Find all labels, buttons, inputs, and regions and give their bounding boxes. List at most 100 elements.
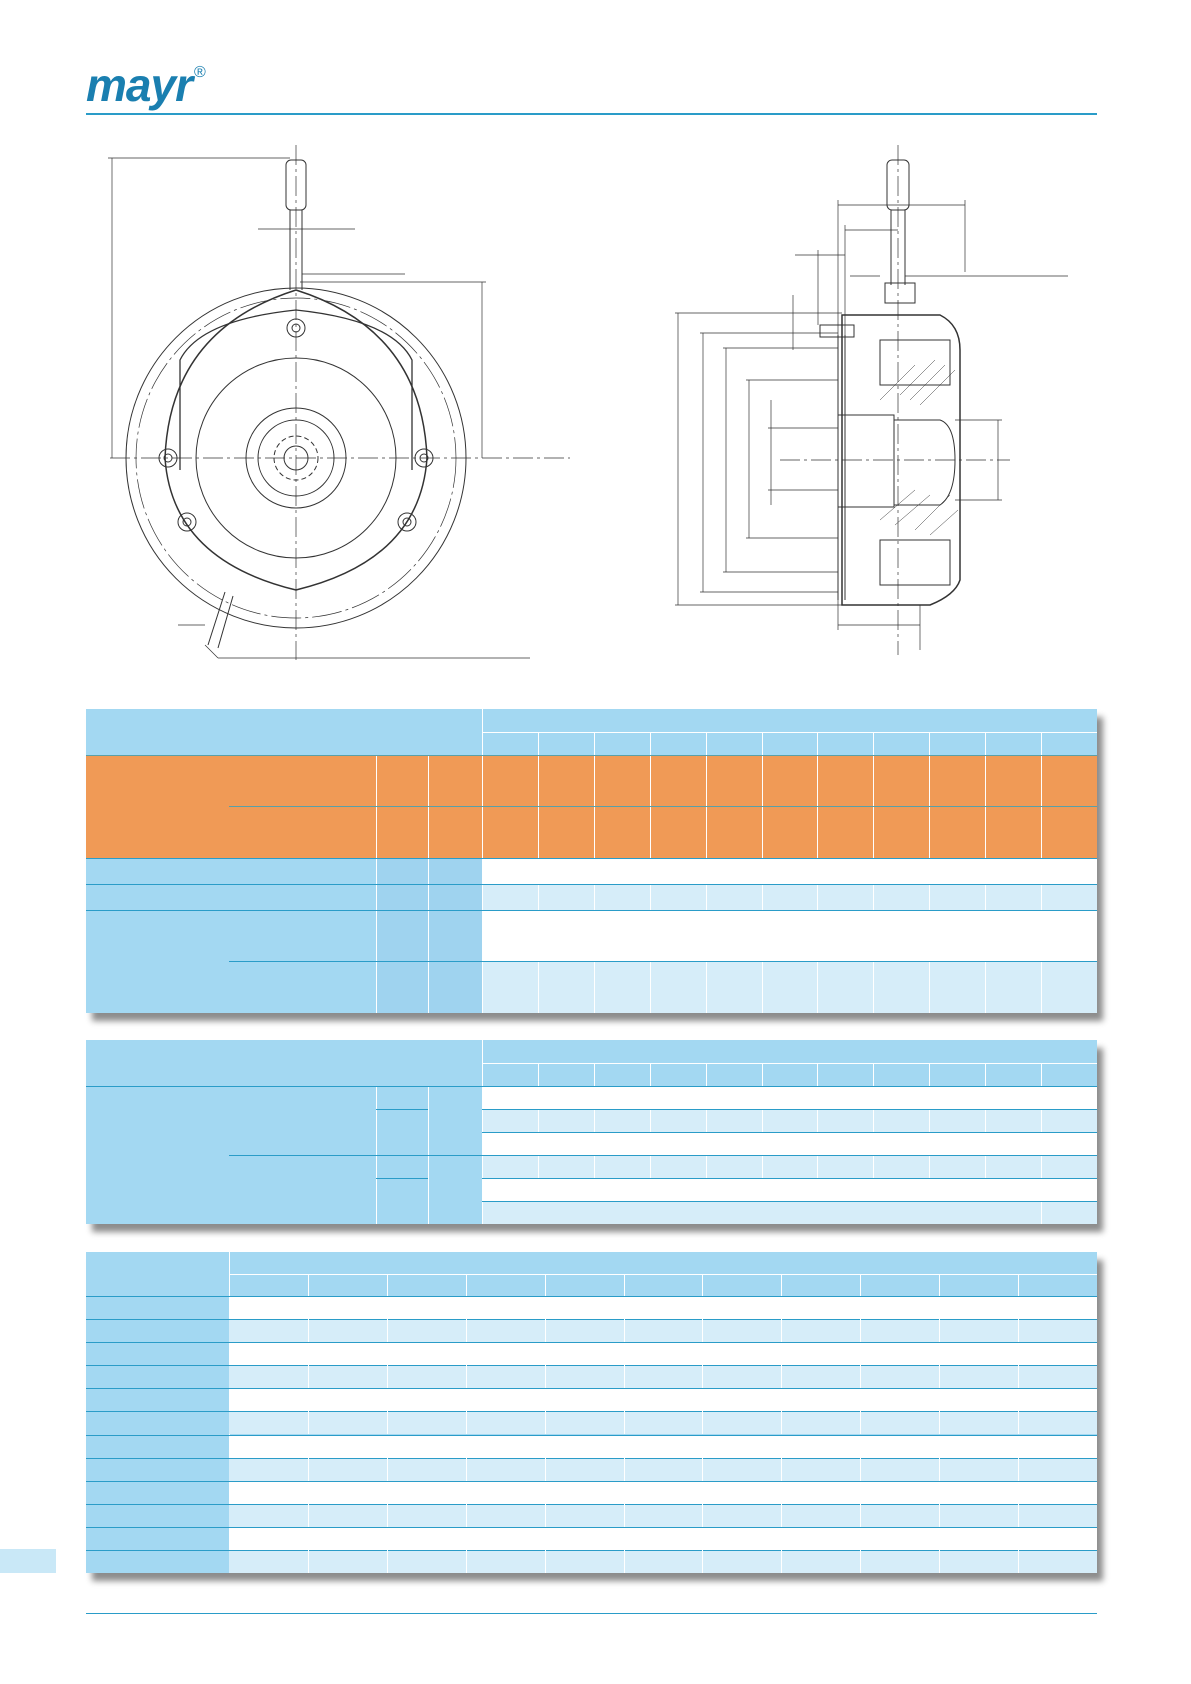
data-row [482,858,1097,884]
column-divider [1018,1319,1020,1343]
column-divider [761,884,763,910]
table-rule [86,1480,1097,1482]
column-divider [593,1155,595,1178]
table-rule [86,884,1097,885]
column-divider [939,1411,941,1435]
column-divider [593,884,595,910]
column-divider [623,1411,625,1435]
column-divider [1041,1155,1043,1178]
data-row [229,1342,1097,1366]
column-divider [537,1155,539,1178]
section-view-outline [819,159,961,606]
column-divider [761,1155,763,1178]
column-divider [1041,1201,1043,1224]
column-divider [386,1319,388,1343]
column-divider [544,1503,546,1527]
column-divider [929,1155,931,1178]
table-rule [86,1365,1097,1367]
column-divider [985,1109,987,1132]
column-divider [229,1274,1097,1275]
column-divider [761,732,763,858]
data-row [229,1411,1097,1435]
column-divider [537,961,539,1013]
page-side-tab [0,1549,56,1573]
column-divider [386,1411,388,1435]
column-divider [537,884,539,910]
table-rule [86,1086,1097,1087]
column-divider [817,961,819,1013]
column-divider [705,884,707,910]
table-rule [86,1549,1097,1551]
column-divider [386,1365,388,1389]
column-divider [761,961,763,1013]
column-divider [929,1109,931,1132]
front-view-dimension-lines [108,145,570,660]
table-rule [86,1388,1097,1390]
column-divider [705,1109,707,1132]
column-divider [593,1109,595,1132]
column-divider [781,1503,783,1527]
table-rule [86,1503,1097,1505]
column-divider [860,1549,862,1573]
column-divider [537,1109,539,1132]
table-rule [86,1411,1097,1413]
table-rule [86,1457,1097,1459]
column-divider [929,1063,931,1086]
data-row [482,1132,1097,1155]
column-divider [649,732,651,858]
column-divider [702,1319,704,1343]
column-divider [929,884,931,910]
front-view-drawing [108,145,570,660]
column-divider [939,1503,941,1527]
brand-name: mayr [86,59,193,111]
column-divider [1018,1549,1020,1573]
column-divider [465,1411,467,1435]
column-divider [544,1319,546,1343]
data-row [229,1549,1097,1573]
column-divider [860,1411,862,1435]
column-divider [929,732,931,858]
table-rule [482,1132,1097,1133]
column-divider [1041,961,1043,1013]
data-row [482,910,1097,961]
column-divider [702,1365,704,1389]
column-divider [649,1155,651,1178]
column-divider [873,884,875,910]
column-divider [985,1063,987,1086]
column-divider [593,961,595,1013]
column-divider [482,1063,1097,1064]
table-rule [86,858,1097,859]
column-divider [1018,1457,1020,1481]
footer-rule [86,1613,1097,1614]
column-divider [1018,1365,1020,1389]
data-row [229,1526,1097,1550]
spec-table-1 [86,709,1097,1013]
column-divider [1018,1411,1020,1435]
column-divider [705,1063,707,1086]
column-divider [781,1319,783,1343]
column-divider [544,1549,546,1573]
column-divider [702,1457,704,1481]
column-divider [781,1274,783,1296]
column-divider [307,1319,309,1343]
data-row [482,1086,1097,1109]
registered-mark: ® [193,63,206,81]
table-rule [482,1109,1097,1110]
table-rule [86,755,1097,756]
column-divider [544,1365,546,1389]
column-divider [649,961,651,1013]
column-divider [781,1365,783,1389]
column-divider [939,1274,941,1296]
table-rule [86,1319,1097,1321]
section-view-drawing [675,145,1068,655]
column-divider [623,1457,625,1481]
table-rule [86,1342,1097,1344]
column-divider [1041,1063,1043,1086]
data-row [482,1109,1097,1132]
column-divider [623,1503,625,1527]
column-divider [537,1063,539,1086]
data-row [229,1319,1097,1343]
table-rule [482,1178,1097,1179]
data-row [229,1296,1097,1320]
column-divider [817,1109,819,1132]
